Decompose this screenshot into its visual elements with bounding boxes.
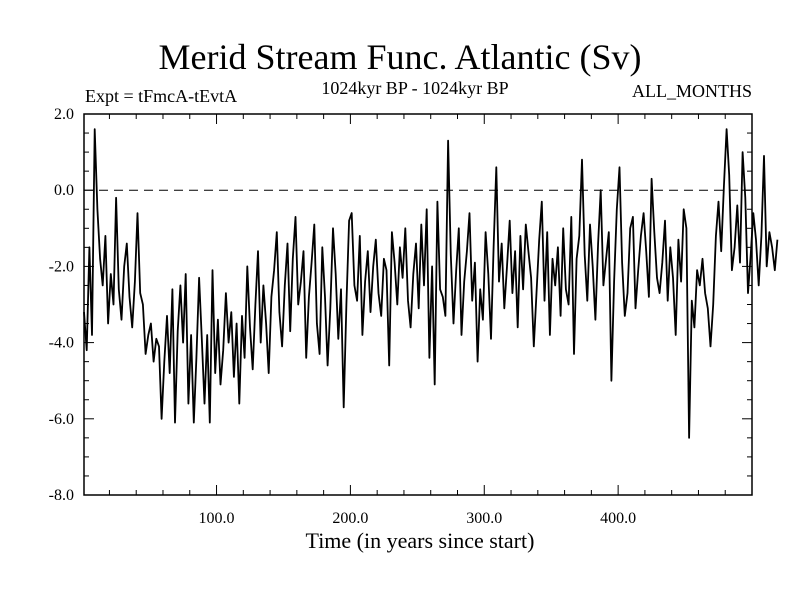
period-label: 1024kyr BP - 1024kyr BP xyxy=(321,78,509,98)
y-tick-label: 2.0 xyxy=(54,106,74,123)
y-tick-label: -8.0 xyxy=(49,487,74,504)
chart-title: Merid Stream Func. Atlantic (Sv) xyxy=(158,37,642,77)
series-line-0 xyxy=(83,128,779,439)
y-tick-label: -4.0 xyxy=(49,335,74,352)
x-tick-label: 100.0 xyxy=(199,510,235,527)
y-tick-label: -6.0 xyxy=(49,411,74,428)
y-tick-label: -2.0 xyxy=(49,258,74,275)
y-tick-label: 0.0 xyxy=(54,182,74,199)
x-tick-label: 200.0 xyxy=(332,510,368,527)
months-label: ALL_MONTHS xyxy=(632,81,752,101)
series-layer xyxy=(83,128,779,439)
x-axis-label: Time (in years since start) xyxy=(305,528,535,553)
x-tick-label: 400.0 xyxy=(600,510,636,527)
axis-layer: 100.0 200.0 300.0 400.0 2.0 0.0 -2.0 -4.0 -6.0 -8… xyxy=(49,106,753,527)
experiment-label: Expt = tFmcA-tEvtA xyxy=(85,86,238,106)
x-tick-label: 300.0 xyxy=(466,510,502,527)
